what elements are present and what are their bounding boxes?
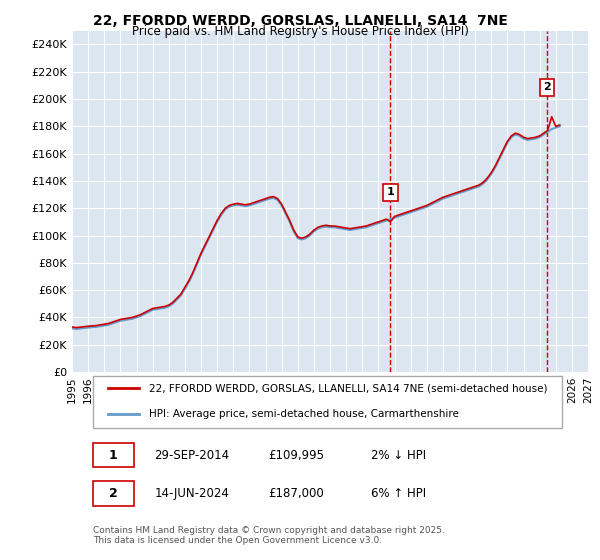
Text: 1: 1 — [109, 449, 118, 461]
Text: 14-JUN-2024: 14-JUN-2024 — [155, 487, 229, 500]
Text: £109,995: £109,995 — [268, 449, 324, 461]
FancyBboxPatch shape — [92, 376, 562, 427]
FancyBboxPatch shape — [92, 482, 134, 506]
Text: 22, FFORDD WERDD, GORSLAS, LLANELLI, SA14 7NE (semi-detached house): 22, FFORDD WERDD, GORSLAS, LLANELLI, SA1… — [149, 384, 548, 393]
Text: HPI: Average price, semi-detached house, Carmarthenshire: HPI: Average price, semi-detached house,… — [149, 409, 459, 419]
Text: 2: 2 — [543, 82, 551, 92]
Text: £187,000: £187,000 — [268, 487, 324, 500]
Text: 22, FFORDD WERDD, GORSLAS, LLANELLI, SA14  7NE: 22, FFORDD WERDD, GORSLAS, LLANELLI, SA1… — [92, 14, 508, 28]
Text: Price paid vs. HM Land Registry's House Price Index (HPI): Price paid vs. HM Land Registry's House … — [131, 25, 469, 38]
FancyBboxPatch shape — [92, 443, 134, 468]
Text: 29-SEP-2014: 29-SEP-2014 — [155, 449, 230, 461]
Text: 2% ↓ HPI: 2% ↓ HPI — [371, 449, 427, 461]
Text: Contains HM Land Registry data © Crown copyright and database right 2025.
This d: Contains HM Land Registry data © Crown c… — [92, 526, 445, 545]
Text: 6% ↑ HPI: 6% ↑ HPI — [371, 487, 427, 500]
Text: 2: 2 — [109, 487, 118, 500]
Text: 1: 1 — [386, 187, 394, 197]
